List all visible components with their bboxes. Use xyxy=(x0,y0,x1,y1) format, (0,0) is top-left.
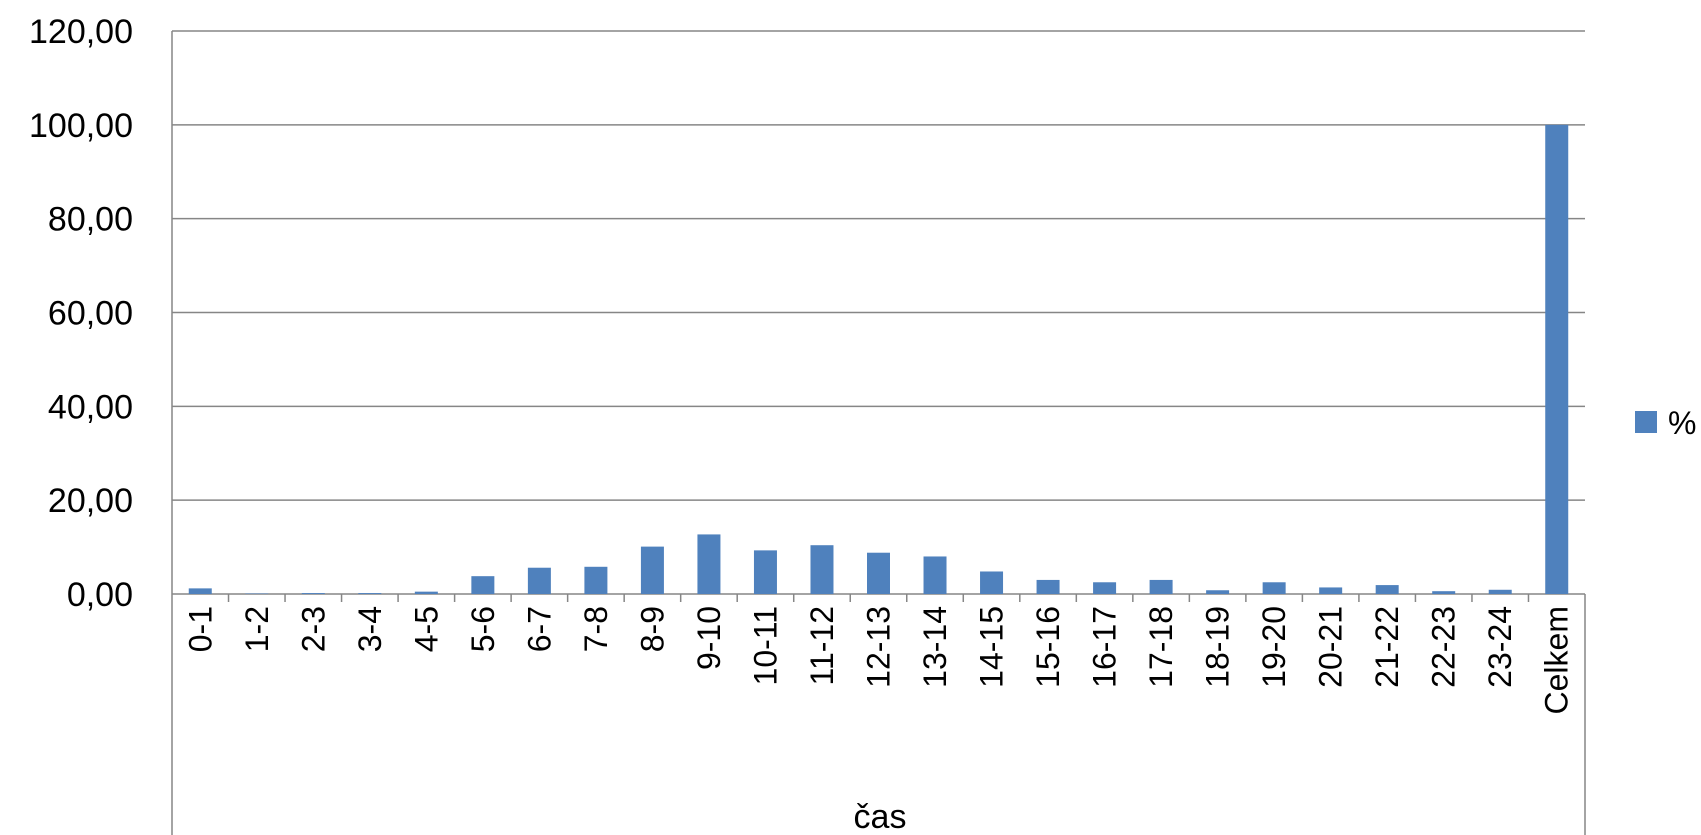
x-tick-label: 13-14 xyxy=(917,606,953,688)
legend-swatch xyxy=(1635,411,1657,433)
x-tick-label: Celkem xyxy=(1539,606,1575,714)
y-tick-label: 40,00 xyxy=(48,388,133,426)
legend-label: % xyxy=(1668,405,1696,441)
x-tick-label: 15-16 xyxy=(1030,606,1066,688)
x-tick-label: 17-18 xyxy=(1143,606,1179,688)
y-tick-label: 120,00 xyxy=(29,13,133,51)
y-tick-label: 20,00 xyxy=(48,482,133,520)
x-tick-label: 18-19 xyxy=(1200,606,1236,688)
y-axis-ticks: 0,00 20,00 40,00 60,00 80,00 100,00 120,00 xyxy=(29,13,133,614)
x-tick-label: 1-2 xyxy=(239,606,275,652)
x-tick-label: 20-21 xyxy=(1313,606,1349,688)
x-tick-label: 21-22 xyxy=(1369,606,1405,688)
x-tick-label: 11-12 xyxy=(804,606,840,685)
bar xyxy=(358,593,382,594)
x-axis-ticks: 0-1 1-2 2-3 3-4 4-5 5-6 6-7 7-8 8-9 9-10 10-11 11-1… xyxy=(182,606,1574,714)
bar xyxy=(1375,585,1399,594)
bar xyxy=(1149,579,1173,594)
plot-frame xyxy=(171,31,1586,835)
x-axis-title: čas xyxy=(854,798,907,835)
bar xyxy=(527,567,551,594)
bar xyxy=(1319,587,1343,594)
y-tick-label: 100,00 xyxy=(29,107,133,145)
bar xyxy=(1432,591,1456,594)
x-tick-label: 0-1 xyxy=(182,606,218,652)
x-tick-label: 22-23 xyxy=(1426,606,1462,688)
bar xyxy=(923,556,947,594)
bar xyxy=(414,591,438,594)
bar xyxy=(584,566,608,594)
x-tick-label: 9-10 xyxy=(691,606,727,670)
bar xyxy=(1093,582,1117,594)
bar xyxy=(697,534,721,594)
x-tick-label: 7-8 xyxy=(578,606,614,652)
y-tick-label: 80,00 xyxy=(48,201,133,239)
bar xyxy=(1262,582,1286,594)
x-tick-label: 2-3 xyxy=(295,606,331,652)
bar xyxy=(471,576,495,594)
bar xyxy=(188,588,212,594)
x-tick-label: 6-7 xyxy=(521,606,557,652)
bars xyxy=(188,124,1569,594)
x-tick-label: 5-6 xyxy=(465,606,501,652)
x-tick-label: 10-11 xyxy=(747,606,783,685)
bar xyxy=(980,571,1004,594)
x-tick-label: 23-24 xyxy=(1482,606,1518,688)
bar xyxy=(301,593,325,594)
x-tick-label: 19-20 xyxy=(1256,606,1292,688)
x-tick-label: 16-17 xyxy=(1087,606,1123,688)
grid-lines xyxy=(172,30,1585,501)
bar xyxy=(1206,590,1230,594)
legend: % xyxy=(1635,405,1696,441)
x-tick-label: 3-4 xyxy=(352,606,388,652)
bar xyxy=(867,552,890,594)
bar xyxy=(753,550,777,594)
x-tick-label: 14-15 xyxy=(974,606,1010,688)
bar xyxy=(640,546,664,594)
x-tick-label: 8-9 xyxy=(634,606,670,652)
x-tick-label: 12-13 xyxy=(861,606,897,688)
y-tick-label: 60,00 xyxy=(48,295,133,333)
bar xyxy=(1488,589,1512,594)
x-tick-label: 4-5 xyxy=(408,606,444,652)
bar xyxy=(810,545,834,594)
y-tick-label: 0,00 xyxy=(67,576,133,614)
bar xyxy=(1036,579,1060,594)
bar xyxy=(1545,124,1569,594)
